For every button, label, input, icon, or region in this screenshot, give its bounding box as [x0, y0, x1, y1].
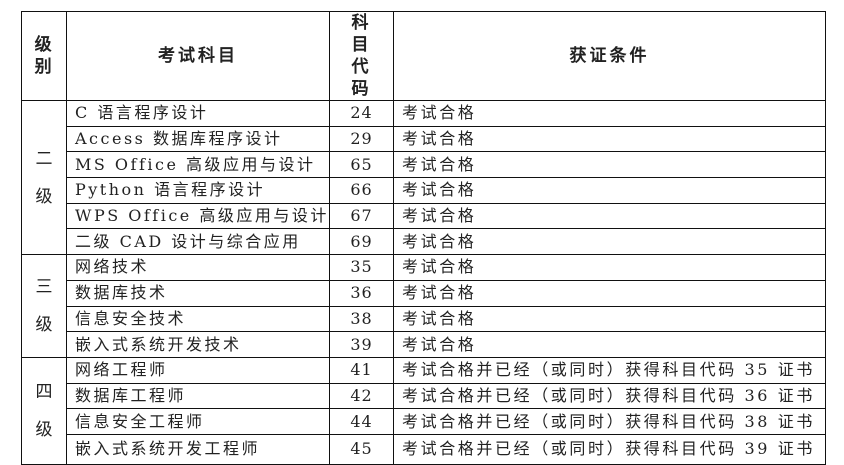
level-cell: 四级: [21, 356, 67, 465]
subject-cell: 信息安全工程师: [66, 408, 330, 435]
condition-cell: 考试合格: [393, 228, 826, 256]
header-subject: 考试科目: [66, 11, 330, 101]
table-row: Python 语言程序设计 66 考试合格: [22, 177, 826, 204]
table-row: 数据库技术 36 考试合格: [22, 279, 826, 307]
header-code: 科目代码: [329, 11, 394, 101]
code-cell: 39: [329, 331, 394, 358]
code-cell: 24: [329, 100, 394, 127]
code-cell: 38: [329, 305, 394, 333]
subject-cell: 数据库技术: [66, 279, 330, 307]
certification-table: 级别 考试科目 科目代码 获证条件 二级 C 语言程序设计 24 考试合格 Access…: [21, 11, 826, 465]
subject-cell: 嵌入式系统开发技术: [66, 331, 330, 358]
subject-cell: 网络工程师: [66, 356, 330, 384]
table-row: WPS Office 高级应用与设计 67 考试合格: [22, 202, 826, 230]
subject-cell: Access 数据库程序设计: [66, 125, 330, 153]
subject-cell: MS Office 高级应用与设计: [66, 151, 330, 179]
code-cell: 29: [329, 125, 394, 153]
code-cell: 35: [329, 254, 394, 281]
table-row: MS Office 高级应用与设计 65 考试合格: [22, 151, 826, 179]
level-label: 三级: [35, 277, 53, 335]
level-cell: 三级: [21, 254, 67, 358]
code-cell: 69: [329, 228, 394, 256]
table-row: 三级 网络技术 35 考试合格: [21, 254, 826, 358]
table-row: 嵌入式系统开发技术 39 考试合格: [22, 331, 826, 358]
condition-cell: 考试合格: [393, 151, 826, 179]
condition-cell: 考试合格并已经（或同时）获得科目代码 36 证书: [393, 382, 826, 410]
subject-cell: 嵌入式系统开发工程师: [66, 433, 330, 465]
condition-cell: 考试合格并已经（或同时）获得科目代码 39 证书: [393, 433, 826, 465]
table-row: 二级 CAD 设计与综合应用 69 考试合格: [22, 228, 826, 256]
code-cell: 36: [329, 279, 394, 307]
code-cell: 42: [329, 382, 394, 410]
subject-cell: 网络技术: [66, 254, 330, 281]
header-level: 级别: [21, 11, 67, 101]
subject-cell: 信息安全技术: [66, 305, 330, 333]
condition-cell: 考试合格并已经（或同时）获得科目代码 35 证书: [393, 356, 826, 384]
code-cell: 44: [329, 408, 394, 435]
subject-cell: C 语言程序设计: [66, 100, 330, 127]
header-row: 级别 考试科目 科目代码 获证条件: [21, 11, 826, 101]
code-cell: 66: [329, 177, 394, 204]
table-row: Access 数据库程序设计 29 考试合格: [22, 125, 826, 153]
header-condition: 获证条件: [393, 11, 826, 101]
level-cell: 二级: [21, 99, 67, 256]
table-row: 二级 C 语言程序设计 24 考试合格: [21, 99, 826, 256]
subject-cell: WPS Office 高级应用与设计: [66, 202, 330, 230]
condition-cell: 考试合格并已经（或同时）获得科目代码 38 证书: [393, 408, 826, 435]
subject-cell: Python 语言程序设计: [66, 177, 330, 204]
condition-cell: 考试合格: [393, 202, 826, 230]
condition-cell: 考试合格: [393, 254, 826, 281]
table-row: 信息安全工程师 44 考试合格并已经（或同时）获得科目代码 38 证书: [22, 408, 826, 435]
level-label: 二级: [35, 148, 53, 207]
code-cell: 65: [329, 151, 394, 179]
condition-cell: 考试合格: [393, 100, 826, 127]
code-cell: 45: [329, 433, 394, 465]
condition-cell: 考试合格: [393, 331, 826, 358]
condition-cell: 考试合格: [393, 125, 826, 153]
condition-cell: 考试合格: [393, 177, 826, 204]
condition-cell: 考试合格: [393, 305, 826, 333]
level-label: 四级: [35, 381, 53, 440]
code-cell: 41: [329, 356, 394, 384]
table-row: 嵌入式系统开发工程师 45 考试合格并已经（或同时）获得科目代码 39 证书: [22, 433, 826, 465]
table-row: 四级 网络工程师 41 考试合格并已经（或同时）获得科目代码 35 证书: [21, 356, 826, 465]
table-row: 数据库工程师 42 考试合格并已经（或同时）获得科目代码 36 证书: [22, 382, 826, 410]
code-cell: 67: [329, 202, 394, 230]
subject-cell: 数据库工程师: [66, 382, 330, 410]
condition-cell: 考试合格: [393, 279, 826, 307]
table-row: 信息安全技术 38 考试合格: [22, 305, 826, 333]
subject-cell: 二级 CAD 设计与综合应用: [66, 228, 330, 256]
